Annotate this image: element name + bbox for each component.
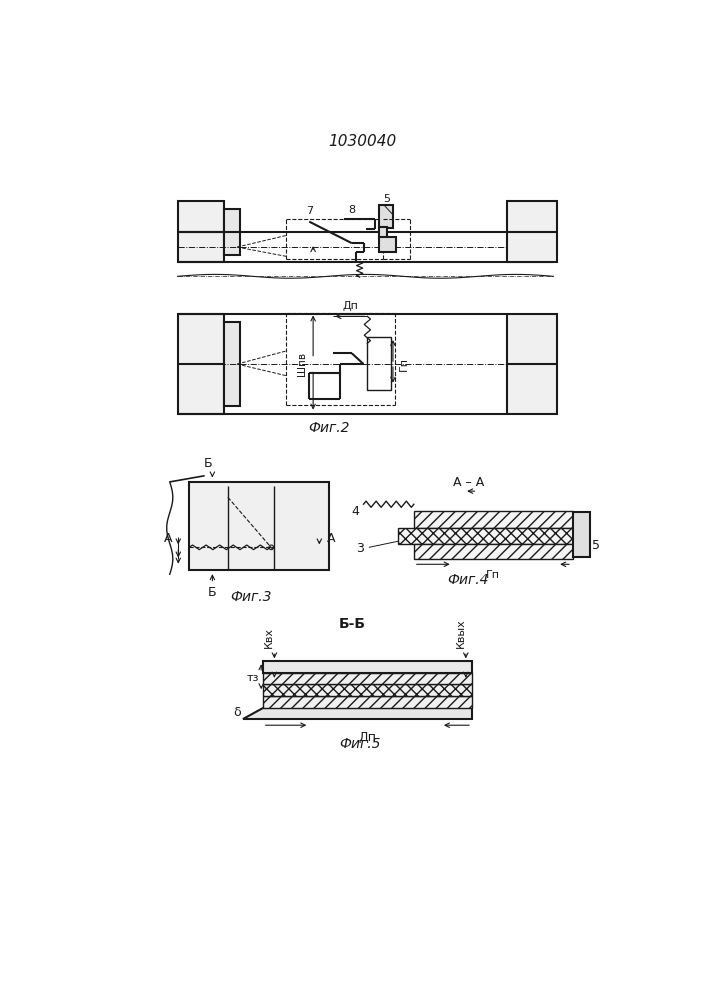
- Bar: [263, 661, 472, 673]
- Text: Фиг.3: Фиг.3: [230, 590, 272, 604]
- Bar: [263, 684, 472, 696]
- Bar: [263, 673, 472, 684]
- Text: 7: 7: [305, 206, 312, 216]
- Bar: [379, 205, 393, 228]
- Text: Гп: Гп: [398, 357, 409, 371]
- Text: Квх: Квх: [264, 627, 274, 648]
- Text: A: A: [163, 532, 172, 545]
- Text: тз: тз: [246, 673, 259, 683]
- Text: 4: 4: [352, 505, 360, 518]
- Text: Гп: Гп: [486, 570, 500, 580]
- Bar: [224, 209, 240, 255]
- Text: Квых: Квых: [455, 618, 465, 648]
- Text: 5: 5: [592, 539, 600, 552]
- Polygon shape: [243, 708, 472, 719]
- Bar: [414, 544, 573, 559]
- Text: Дп: Дп: [342, 301, 358, 311]
- Text: 8: 8: [349, 205, 356, 215]
- Bar: [224, 322, 240, 406]
- Bar: [507, 201, 557, 262]
- Bar: [398, 528, 573, 544]
- Bar: [189, 482, 329, 570]
- Text: Б: Б: [208, 586, 216, 599]
- Text: Фиг.4: Фиг.4: [448, 573, 489, 587]
- Text: Фиг.5: Фиг.5: [339, 737, 380, 751]
- Text: Шпв: Шпв: [297, 352, 307, 376]
- Text: Дп: Дп: [358, 731, 376, 744]
- Bar: [379, 237, 396, 252]
- Text: Б-Б: Б-Б: [339, 617, 366, 631]
- Bar: [379, 227, 387, 238]
- Bar: [507, 314, 557, 414]
- Bar: [414, 511, 573, 528]
- Bar: [263, 696, 472, 708]
- Text: δ: δ: [233, 706, 241, 719]
- Text: 5: 5: [383, 194, 390, 204]
- Text: A: A: [327, 532, 336, 545]
- Text: A – A: A – A: [452, 476, 484, 489]
- Bar: [573, 512, 590, 557]
- Text: Фиг.2: Фиг.2: [308, 421, 349, 435]
- Bar: [177, 314, 224, 414]
- Bar: [177, 201, 224, 262]
- Bar: [368, 337, 391, 389]
- Text: 3: 3: [356, 542, 363, 555]
- Text: 1030040: 1030040: [328, 134, 396, 149]
- Text: Б: Б: [204, 457, 213, 470]
